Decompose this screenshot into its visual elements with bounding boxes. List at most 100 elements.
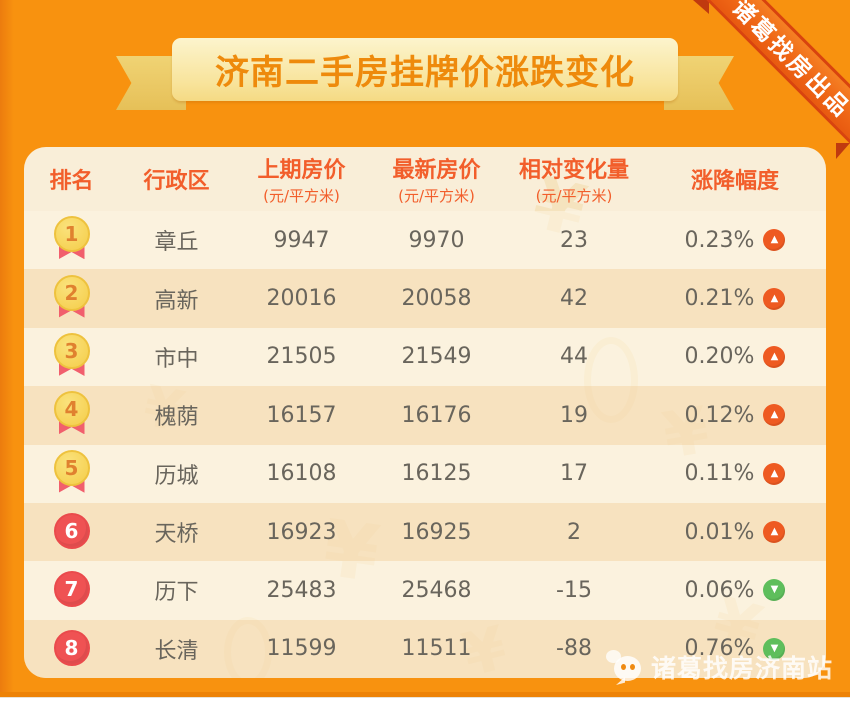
change-amount-value: 42 [560,286,588,312]
pct-change-cell: 0.11% ▲ [644,461,826,486]
latest-price-value: 20058 [401,286,472,312]
table-row: 5 历城 16108 16125 17 0.11% ▲ [24,444,826,503]
rank-cell: 4 [24,390,119,440]
up-arrow-icon: ▲ [763,345,786,368]
price-table: ¥ ¥ ¥ ¥ ¥ ¥ 排名 行政区 上期房价 (元/平方米) 最新房价 (元/… [24,147,826,678]
latest-price-value: 16176 [401,402,472,428]
rank-cell: 6 [24,507,119,557]
title-banner: 济南二手房挂牌价涨跌变化 [172,38,678,101]
zhuge-logo-icon [606,650,644,685]
col-header-pct: 涨降幅度 [690,169,779,194]
watermark: 诸葛找房济南站 [606,649,833,685]
table-row: 7 历下 25483 25468 -15 0.06% ▼ [24,561,826,620]
rank-number: 2 [53,274,90,311]
district-name: 市中 [154,346,199,372]
rank-number: 8 [53,629,90,666]
rank-number: 5 [53,449,90,486]
change-amount-value: -15 [556,577,592,603]
rank-cell: 8 [24,624,119,674]
rank-number: 6 [53,513,90,550]
district-name: 槐荫 [154,405,199,431]
change-amount-value: 2 [567,519,581,545]
prev-price-value: 16157 [266,402,337,428]
col-header-rank: 排名 [49,169,94,194]
down-arrow-icon: ▼ [763,637,786,660]
rank-number: 3 [53,332,90,369]
up-arrow-icon: ▲ [763,287,786,310]
table-row: 1 章丘 9947 9970 23 0.23% ▲ [24,211,826,270]
latest-price-value: 9970 [408,227,465,253]
change-amount-value: 44 [560,344,588,370]
latest-price-value: 21549 [401,344,472,370]
table-rows: 1 章丘 9947 9970 23 0.23% ▲ 2 高新 20016 200… [24,211,826,678]
table-header: 排名 行政区 上期房价 (元/平方米) 最新房价 (元/平方米) 相对变化量 (… [24,147,826,211]
prev-price-value: 20016 [266,286,337,312]
prev-price-value: 21505 [266,344,337,370]
change-amount-value: 17 [560,461,588,487]
ribbon-fold-icon [693,0,709,14]
col-header-latest-price: 最新房价 (元/平方米) [392,158,481,205]
rank-cell: 7 [24,565,119,615]
up-arrow-icon: ▲ [763,404,786,427]
pct-change-value: 0.12% [684,402,755,428]
page-title: 济南二手房挂牌价涨跌变化 [215,53,635,93]
prev-price-value: 16108 [266,461,337,487]
prev-price-value: 25483 [266,577,337,603]
district-name: 章丘 [154,230,199,256]
pct-change-cell: 0.76% ▼ [644,636,826,661]
up-arrow-icon: ▲ [763,521,786,544]
rank-cell: 5 [24,449,119,499]
rank-badge: 5 [53,449,91,499]
pct-change-cell: 0.12% ▲ [644,403,826,428]
up-arrow-icon: ▲ [763,229,786,252]
latest-price-value: 16125 [401,461,472,487]
change-amount-value: 23 [560,227,588,253]
down-arrow-icon: ▼ [763,579,786,602]
pct-change-value: 0.11% [684,461,755,487]
latest-price-value: 25468 [401,577,472,603]
pct-change-cell: 0.06% ▼ [644,578,826,603]
rank-cell: 2 [24,274,119,324]
table-row: 2 高新 20016 20058 42 0.21% ▲ [24,269,826,328]
district-name: 长清 [154,638,199,664]
rank-cell: 1 [24,215,119,265]
bottom-edge-line [0,692,850,697]
rank-number: 7 [53,571,90,608]
table-row: 6 天桥 16923 16925 2 0.01% ▲ [24,502,826,562]
pct-change-value: 0.76% [684,636,755,662]
pct-change-value: 0.01% [684,519,755,545]
district-name: 天桥 [154,522,199,548]
district-name: 历城 [154,463,199,489]
table-row: 8 长清 11599 11511 -88 0.76% ▼ [24,619,826,678]
rank-badge: 6 [53,507,91,557]
change-amount-value: -88 [556,636,592,662]
pct-change-cell: 0.21% ▲ [644,286,826,311]
change-amount-value: 19 [560,402,588,428]
rank-badge: 2 [53,274,91,324]
corner-ribbon-text: 诸葛找房出品 [726,0,850,124]
rank-cell: 3 [24,332,119,382]
prev-price-value: 16923 [266,519,337,545]
pct-change-cell: 0.20% ▲ [644,344,826,369]
pct-change-cell: 0.23% ▲ [644,228,826,253]
watermark-text: 诸葛找房济南站 [651,654,834,683]
rank-badge: 7 [53,565,91,615]
pct-change-value: 0.06% [684,577,755,603]
district-name: 高新 [154,288,199,314]
pct-change-value: 0.21% [684,286,755,312]
district-name: 历下 [154,580,199,606]
rank-number: 1 [53,216,90,253]
col-header-prev-price: 上期房价 (元/平方米) [257,158,346,205]
ribbon-fold-icon [836,143,850,159]
pct-change-value: 0.20% [684,344,755,370]
pct-change-value: 0.23% [684,227,755,253]
table-row: 3 市中 21505 21549 44 0.20% ▲ [24,327,826,387]
bottom-white-strip [0,697,850,706]
pct-change-cell: 0.01% ▲ [644,520,826,545]
prev-price-value: 9947 [273,227,330,253]
rank-badge: 8 [53,624,91,674]
col-header-district: 行政区 [143,169,210,194]
col-header-change: 相对变化量 (元/平方米) [518,158,629,205]
up-arrow-icon: ▲ [763,462,786,485]
rank-badge: 1 [53,215,91,265]
